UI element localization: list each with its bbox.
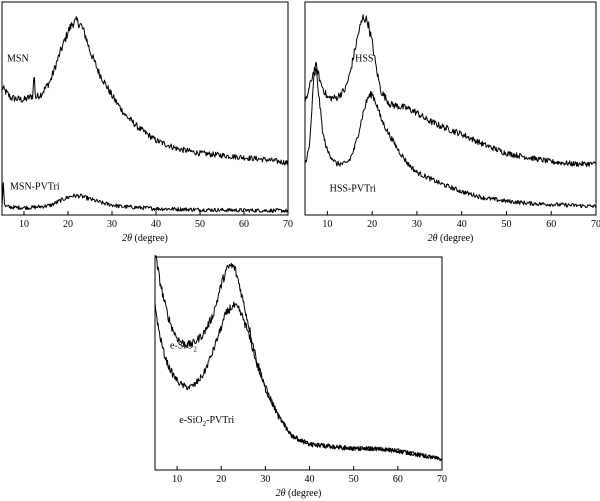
series-line-1 [154, 254, 443, 462]
chart-panel-1: 10 20 30 40 50 60 70 2θ (degree) MSN MSN-PVTri [1, 1, 293, 244]
x-axis-label-unit: (degree) [438, 233, 474, 244]
x-tick-label: 60 [546, 219, 556, 230]
x-tick-label: 30 [412, 219, 422, 230]
series-label: e-SiO2-PVTri [179, 415, 234, 428]
x-axis-label-symbol: 2θ [428, 233, 438, 244]
series-label-main: MSN-PVTri [10, 181, 60, 192]
series-label: MSN [7, 54, 29, 65]
x-tick-label: 30 [260, 474, 270, 485]
series-label: HSS-PVTri [330, 184, 377, 195]
x-tick-label: 40 [151, 219, 161, 230]
series-label: MSN-PVTri [10, 181, 60, 192]
x-tick-label: 30 [107, 219, 117, 230]
series-line-2 [154, 301, 443, 462]
x-tick-label: 20 [367, 219, 377, 230]
x-tick-label: 10 [172, 474, 182, 485]
x-tick-label: 10 [322, 219, 332, 230]
x-axis-label-symbol: 2θ [122, 233, 132, 244]
series-label-tail: -PVTri [206, 415, 234, 426]
x-tick-label: 20 [216, 474, 226, 485]
x-axis-label-unit: (degree) [286, 488, 322, 499]
plot-frame [304, 1, 597, 216]
series-label-subscript: 2 [203, 420, 207, 428]
x-axis-label-unit: (degree) [132, 233, 168, 244]
x-axis-label: 2θ (degree) [276, 488, 322, 499]
series-label: e-SiO2 [170, 341, 197, 354]
series-label-main: MSN [7, 54, 29, 65]
series-label-main: e-SiO [170, 341, 193, 352]
x-tick-label: 40 [457, 219, 467, 230]
plot-frame [1, 1, 289, 216]
chart-panel-2: 10 20 30 40 50 60 70 2θ (degree) HSS HSS-PVTri [304, 1, 600, 244]
x-tick-label: 50 [195, 219, 205, 230]
x-tick-label: 70 [591, 219, 600, 230]
series-line-1 [1, 16, 289, 166]
series-label-main: HSS [355, 54, 373, 65]
series-label: HSS [355, 54, 373, 65]
x-tick-label: 60 [393, 474, 403, 485]
x-tick-label: 50 [349, 474, 359, 485]
x-tick-label: 20 [63, 219, 73, 230]
x-axis-label: 2θ (degree) [428, 233, 474, 244]
series-line-2 [304, 68, 597, 209]
series-line-1 [304, 14, 597, 168]
x-axis-label: 2θ (degree) [122, 233, 168, 244]
x-tick-label: 10 [19, 219, 29, 230]
x-tick-label: 70 [437, 474, 447, 485]
series-line-2 [1, 182, 289, 214]
series-label-main: e-SiO [179, 415, 202, 426]
series-label-subscript: 2 [193, 346, 197, 354]
x-tick-label: 40 [305, 474, 315, 485]
series-label-main: HSS-PVTri [330, 184, 377, 195]
x-tick-label: 50 [501, 219, 511, 230]
plot-frame [154, 256, 443, 471]
x-tick-label: 60 [239, 219, 249, 230]
x-tick-label: 70 [283, 219, 293, 230]
x-axis-label-symbol: 2θ [276, 488, 286, 499]
